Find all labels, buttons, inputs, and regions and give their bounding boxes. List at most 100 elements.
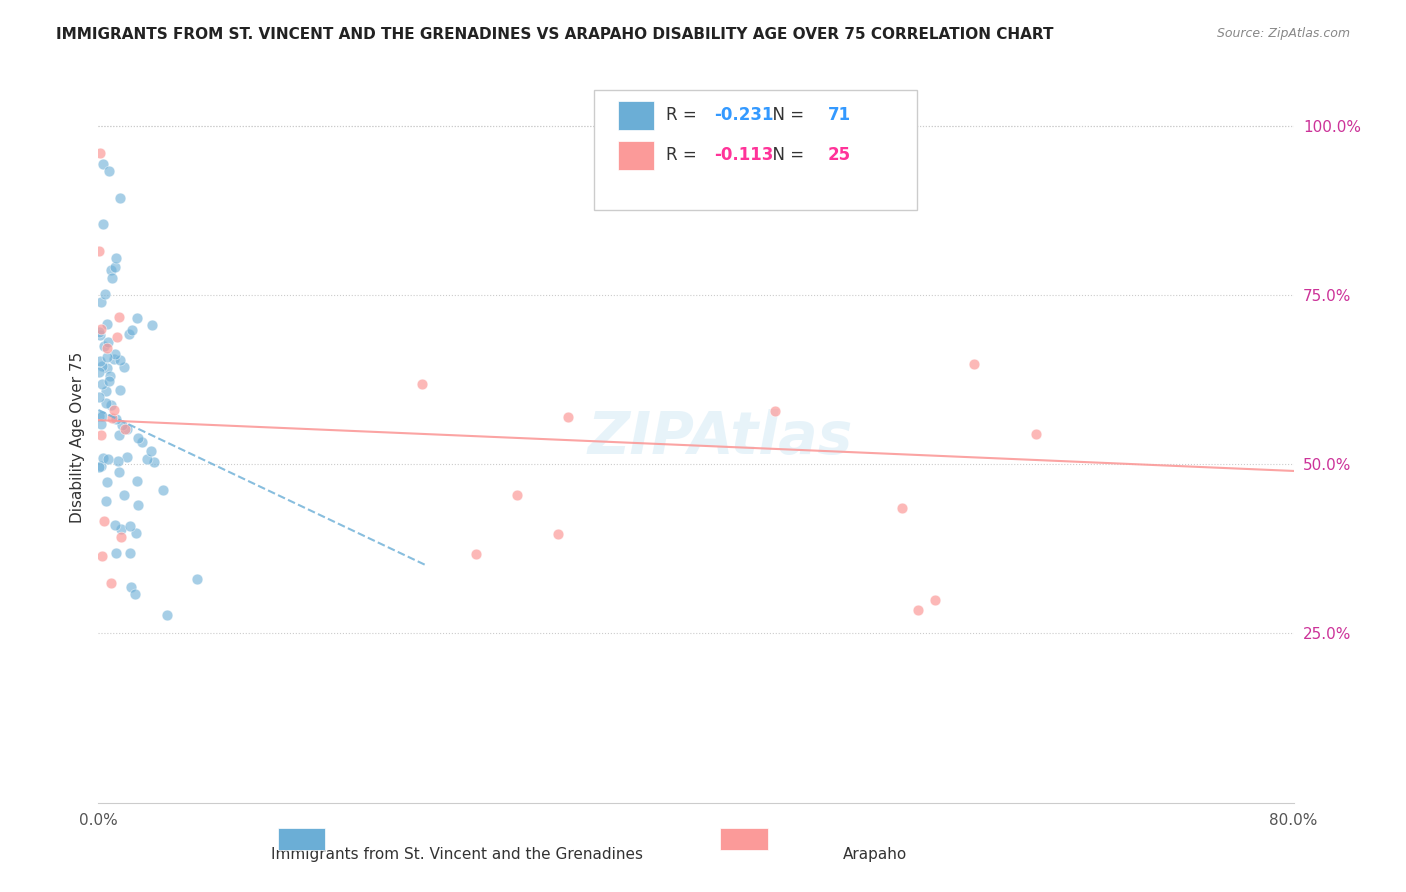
Immigrants from St. Vincent and the Grenadines — [103, 518, 125, 533]
Arapaho — [103, 403, 125, 417]
Arapaho — [96, 341, 118, 355]
Immigrants from St. Vincent and the Grenadines — [96, 494, 118, 508]
Immigrants from St. Vincent and the Grenadines — [118, 326, 141, 341]
Y-axis label: Disability Age Over 75: Disability Age Over 75 — [69, 351, 84, 523]
Immigrants from St. Vincent and the Grenadines — [104, 546, 127, 560]
Immigrants from St. Vincent and the Grenadines — [96, 384, 118, 398]
Immigrants from St. Vincent and the Grenadines — [93, 217, 115, 231]
Arapaho — [105, 329, 128, 343]
Text: N =: N = — [762, 146, 808, 164]
Immigrants from St. Vincent and the Grenadines — [89, 390, 111, 404]
Bar — [619, 101, 654, 130]
Immigrants from St. Vincent and the Grenadines — [156, 608, 179, 623]
Immigrants from St. Vincent and the Grenadines — [121, 323, 143, 337]
Bar — [278, 829, 326, 850]
Immigrants from St. Vincent and the Grenadines — [112, 488, 135, 502]
Text: IMMIGRANTS FROM ST. VINCENT AND THE GRENADINES VS ARAPAHO DISABILITY AGE OVER 75: IMMIGRANTS FROM ST. VINCENT AND THE GREN… — [56, 27, 1053, 42]
Arapaho — [547, 527, 569, 541]
Arapaho — [93, 514, 115, 528]
Immigrants from St. Vincent and the Grenadines — [127, 431, 149, 445]
Immigrants from St. Vincent and the Grenadines — [100, 262, 122, 277]
Immigrants from St. Vincent and the Grenadines — [120, 546, 142, 560]
Immigrants from St. Vincent and the Grenadines — [110, 522, 132, 536]
Bar — [720, 829, 768, 850]
Immigrants from St. Vincent and the Grenadines — [96, 475, 118, 489]
Immigrants from St. Vincent and the Grenadines — [127, 498, 149, 512]
Text: R =: R = — [666, 106, 702, 124]
Immigrants from St. Vincent and the Grenadines — [105, 412, 128, 426]
Immigrants from St. Vincent and the Grenadines — [90, 417, 112, 432]
Immigrants from St. Vincent and the Grenadines — [125, 311, 148, 326]
Arapaho — [907, 602, 929, 616]
Immigrants from St. Vincent and the Grenadines — [115, 421, 138, 435]
Text: ZIPAtlas: ZIPAtlas — [588, 409, 852, 466]
Immigrants from St. Vincent and the Grenadines — [90, 294, 112, 309]
Immigrants from St. Vincent and the Grenadines — [100, 398, 122, 412]
Arapaho — [101, 411, 124, 425]
Arapaho — [411, 376, 433, 391]
Text: 71: 71 — [827, 106, 851, 124]
Text: 25: 25 — [827, 146, 851, 164]
Arapaho — [763, 403, 786, 417]
Text: Arapaho: Arapaho — [844, 847, 907, 862]
Immigrants from St. Vincent and the Grenadines — [131, 435, 153, 450]
Immigrants from St. Vincent and the Grenadines — [104, 347, 127, 361]
Immigrants from St. Vincent and the Grenadines — [96, 317, 118, 331]
Arapaho — [89, 145, 111, 160]
Immigrants from St. Vincent and the Grenadines — [96, 360, 118, 375]
Immigrants from St. Vincent and the Grenadines — [90, 458, 112, 473]
Immigrants from St. Vincent and the Grenadines — [91, 377, 114, 392]
Immigrants from St. Vincent and the Grenadines — [91, 359, 114, 373]
Immigrants from St. Vincent and the Grenadines — [111, 418, 134, 433]
Arapaho — [90, 322, 112, 336]
Immigrants from St. Vincent and the Grenadines — [97, 334, 120, 349]
Immigrants from St. Vincent and the Grenadines — [121, 580, 143, 594]
Text: Immigrants from St. Vincent and the Grenadines: Immigrants from St. Vincent and the Gren… — [271, 847, 643, 862]
Immigrants from St. Vincent and the Grenadines — [89, 365, 111, 379]
Immigrants from St. Vincent and the Grenadines — [124, 587, 146, 601]
Text: R =: R = — [666, 146, 702, 164]
Immigrants from St. Vincent and the Grenadines — [96, 350, 118, 364]
Immigrants from St. Vincent and the Grenadines — [110, 384, 132, 398]
Immigrants from St. Vincent and the Grenadines — [115, 450, 138, 465]
Immigrants from St. Vincent and the Grenadines — [89, 459, 111, 474]
Immigrants from St. Vincent and the Grenadines — [186, 572, 208, 586]
Immigrants from St. Vincent and the Grenadines — [104, 251, 127, 265]
Immigrants from St. Vincent and the Grenadines — [135, 452, 157, 467]
Arapaho — [506, 488, 529, 502]
Immigrants from St. Vincent and the Grenadines — [89, 325, 111, 339]
Immigrants from St. Vincent and the Grenadines — [97, 164, 120, 178]
Immigrants from St. Vincent and the Grenadines — [101, 271, 124, 285]
Immigrants from St. Vincent and the Grenadines — [118, 518, 141, 533]
Text: -0.113: -0.113 — [714, 146, 773, 164]
Immigrants from St. Vincent and the Grenadines — [103, 260, 125, 274]
Bar — [619, 141, 654, 170]
Immigrants from St. Vincent and the Grenadines — [152, 483, 174, 497]
Arapaho — [100, 576, 122, 591]
Arapaho — [1025, 427, 1047, 442]
Immigrants from St. Vincent and the Grenadines — [98, 369, 121, 384]
Text: N =: N = — [762, 106, 808, 124]
Arapaho — [924, 592, 946, 607]
Immigrants from St. Vincent and the Grenadines — [108, 428, 131, 442]
Immigrants from St. Vincent and the Grenadines — [98, 374, 121, 388]
Immigrants from St. Vincent and the Grenadines — [107, 454, 129, 468]
Immigrants from St. Vincent and the Grenadines — [96, 396, 118, 410]
Arapaho — [89, 244, 111, 259]
Immigrants from St. Vincent and the Grenadines — [90, 409, 112, 424]
Arapaho — [114, 421, 136, 435]
Arapaho — [107, 310, 129, 325]
Arapaho — [464, 547, 486, 561]
FancyBboxPatch shape — [595, 90, 917, 211]
Immigrants from St. Vincent and the Grenadines — [103, 351, 125, 366]
Immigrants from St. Vincent and the Grenadines — [139, 444, 162, 458]
Text: Source: ZipAtlas.com: Source: ZipAtlas.com — [1216, 27, 1350, 40]
Immigrants from St. Vincent and the Grenadines — [141, 318, 163, 333]
Text: -0.231: -0.231 — [714, 106, 773, 124]
Immigrants from St. Vincent and the Grenadines — [108, 353, 131, 368]
Arapaho — [91, 549, 114, 564]
Immigrants from St. Vincent and the Grenadines — [107, 465, 129, 479]
Arapaho — [90, 427, 112, 442]
Immigrants from St. Vincent and the Grenadines — [125, 475, 148, 489]
Immigrants from St. Vincent and the Grenadines — [93, 339, 115, 353]
